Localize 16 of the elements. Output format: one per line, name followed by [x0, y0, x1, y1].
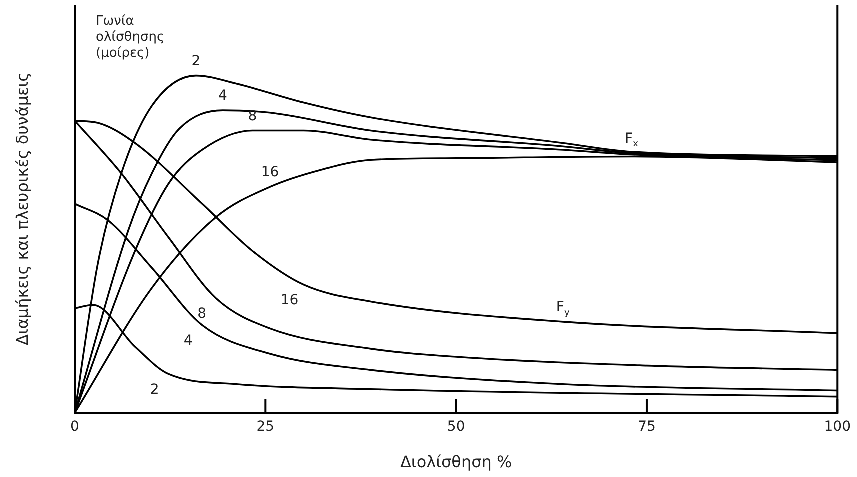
x-axis-title: Διολίσθηση % [400, 452, 512, 472]
annotation: 16 [280, 292, 299, 309]
y-axis-title: Διαμήκεις και πλευρικές δυνάμεις [13, 72, 32, 346]
x-tick-label: 100 [824, 419, 852, 436]
annotation: 4 [184, 332, 193, 349]
annotation: 16 [261, 164, 280, 181]
annotation: 4 [218, 88, 228, 104]
annotation: 8 [248, 108, 258, 124]
annotation: 2 [192, 53, 201, 70]
x-tick-label: 25 [256, 419, 275, 436]
x-tick-label: 50 [447, 419, 466, 436]
annotation: 2 [150, 382, 160, 398]
x-tick-label: 75 [638, 419, 656, 436]
annotation: 8 [198, 306, 207, 322]
text: Γωνία ολίσθησης (μοίρες) [96, 14, 166, 62]
x-tick-label: 0 [70, 419, 80, 436]
